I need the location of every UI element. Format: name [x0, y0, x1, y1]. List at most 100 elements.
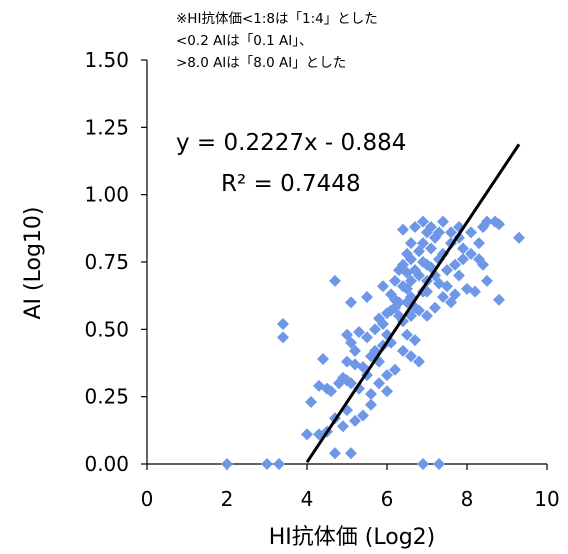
data-point — [437, 291, 449, 304]
data-point — [513, 231, 525, 244]
y-tick-label: 0.50 — [84, 317, 129, 341]
data-point — [405, 274, 417, 287]
annotation-notes: ※HI抗体価<1:8は「1:4」とした <0.2 AIは「0.1 AI」、 >8… — [176, 11, 378, 71]
data-point — [329, 447, 341, 460]
data-point — [445, 226, 457, 239]
data-point — [357, 361, 369, 374]
axes: 0.00 0.25 0.50 0.75 1.00 1.25 1.50 0 2 4 6 8 10 — [84, 48, 559, 511]
data-point — [421, 226, 433, 239]
x-tick-label: 6 — [381, 487, 394, 511]
data-point — [345, 377, 357, 390]
data-point — [345, 336, 357, 349]
y-axis-label: AI (Log10) — [21, 207, 46, 320]
data-point — [453, 269, 465, 282]
data-point — [361, 331, 373, 344]
data-point — [437, 215, 449, 228]
data-point — [417, 215, 429, 228]
data-point — [417, 237, 429, 250]
data-point — [317, 352, 329, 365]
data-point — [481, 215, 493, 228]
note-line-2: <0.2 AIは「0.1 AI」、 — [176, 33, 313, 49]
data-point — [345, 447, 357, 460]
data-point — [413, 245, 425, 258]
data-point — [341, 328, 353, 341]
trendline-labels: y = 0.2227x - 0.884 R² = 0.7448 — [176, 130, 406, 197]
data-point — [401, 247, 413, 260]
data-point — [417, 458, 429, 470]
data-point — [473, 237, 485, 250]
data-point — [429, 231, 441, 244]
data-point — [409, 220, 421, 233]
data-point — [493, 218, 505, 231]
data-point — [457, 242, 469, 255]
data-point — [221, 458, 233, 470]
data-point — [345, 296, 357, 309]
data-point — [377, 317, 389, 330]
data-point — [433, 458, 445, 470]
y-tick-label: 1.25 — [84, 115, 129, 139]
note-line-3: >8.0 AIは「8.0 AI」とした — [176, 55, 346, 71]
data-point — [413, 269, 425, 282]
data-point — [277, 317, 289, 330]
data-point — [305, 396, 317, 409]
data-point — [337, 420, 349, 433]
data-point — [429, 301, 441, 314]
y-tick-label: 0.75 — [84, 250, 129, 274]
x-tick-label: 0 — [141, 487, 154, 511]
data-point — [301, 428, 313, 441]
data-point — [397, 223, 409, 236]
data-point — [457, 253, 469, 266]
data-point — [401, 282, 413, 295]
axis-labels: HI抗体価 (Log2) AI (Log10) — [21, 207, 435, 551]
data-point — [405, 237, 417, 250]
data-point — [349, 414, 361, 427]
data-point — [493, 293, 505, 306]
data-point — [381, 369, 393, 382]
data-point — [449, 258, 461, 271]
data-point — [329, 274, 341, 287]
data-point — [465, 226, 477, 239]
data-points — [221, 215, 525, 470]
data-point — [277, 331, 289, 344]
data-point — [389, 363, 401, 376]
data-point — [365, 387, 377, 400]
x-tick-label: 8 — [461, 487, 474, 511]
trendline-r2: R² = 0.7448 — [221, 171, 361, 197]
x-tick-label: 10 — [534, 487, 559, 511]
y-tick-label: 1.00 — [84, 183, 129, 207]
x-tick-label: 4 — [301, 487, 314, 511]
data-point — [397, 344, 409, 357]
trendline — [305, 143, 521, 464]
data-point — [377, 280, 389, 293]
x-axis-label: HI抗体価 (Log2) — [269, 525, 435, 550]
data-point — [441, 264, 453, 277]
data-point — [405, 253, 417, 266]
data-point — [433, 277, 445, 290]
data-point — [405, 350, 417, 363]
data-point — [401, 328, 413, 341]
data-point — [325, 385, 337, 398]
data-point — [273, 458, 285, 470]
y-tick-label: 0.00 — [84, 452, 129, 476]
data-point — [473, 253, 485, 266]
y-tick-label: 1.50 — [84, 48, 129, 72]
data-point — [437, 247, 449, 260]
data-point — [449, 288, 461, 301]
data-point — [357, 409, 369, 422]
data-point — [469, 285, 481, 298]
data-point — [425, 242, 437, 255]
note-line-1: ※HI抗体価<1:8は「1:4」とした — [176, 11, 378, 27]
data-point — [369, 323, 381, 336]
data-point — [409, 334, 421, 347]
data-point — [385, 304, 397, 317]
trendline-equation: y = 0.2227x - 0.884 — [176, 130, 406, 156]
data-point — [445, 296, 457, 309]
data-point — [481, 274, 493, 287]
data-point — [389, 274, 401, 287]
data-point — [381, 385, 393, 398]
data-point — [365, 398, 377, 411]
data-point — [421, 309, 433, 322]
trendline-group — [305, 143, 521, 464]
data-point — [393, 296, 405, 309]
